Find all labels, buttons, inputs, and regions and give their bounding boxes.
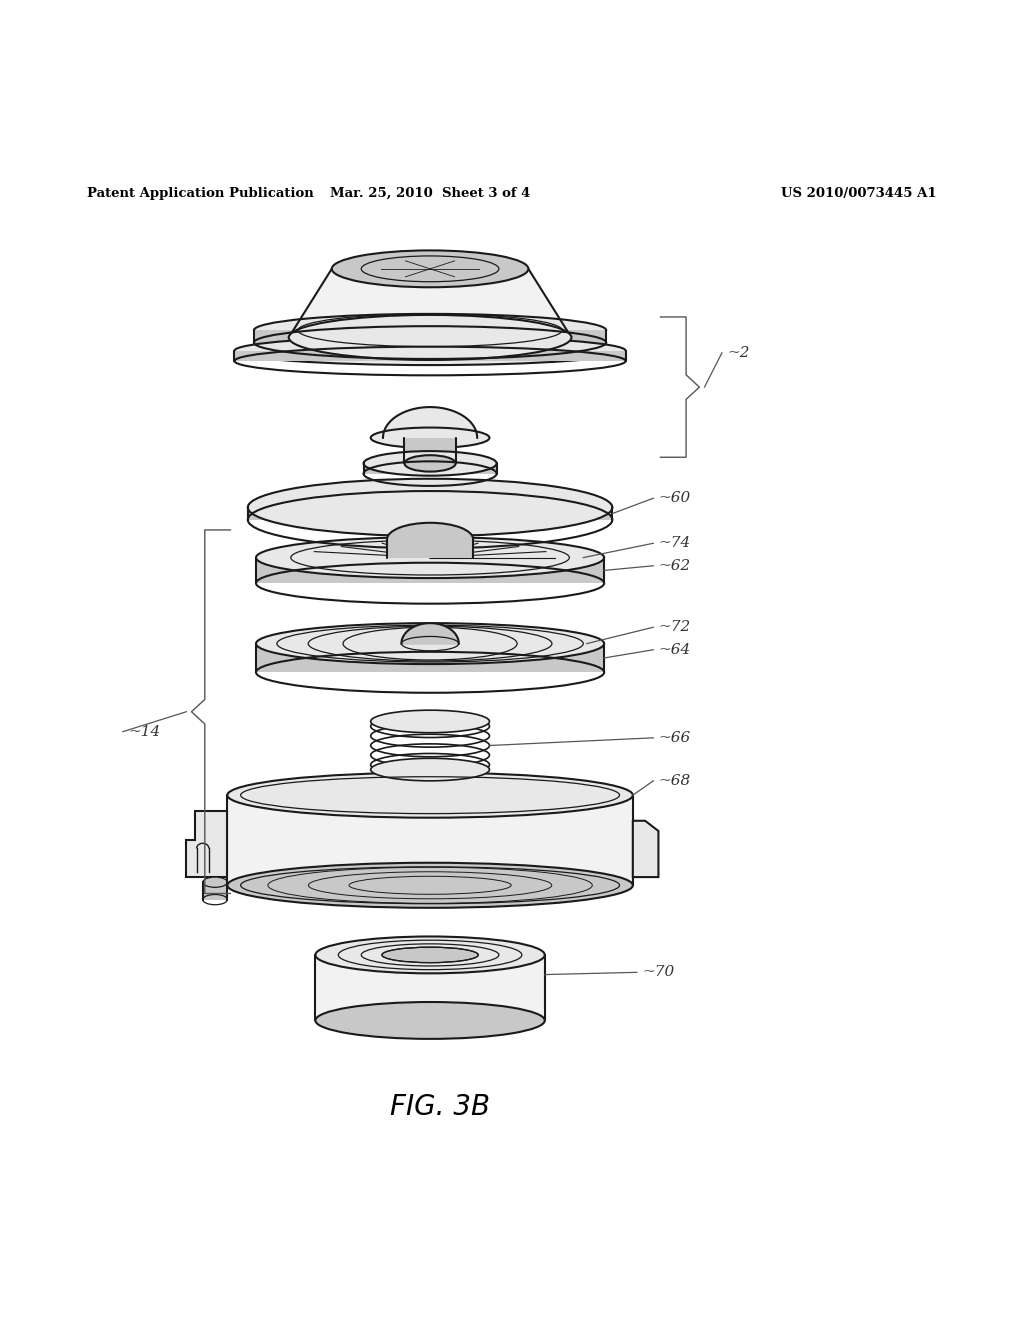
Ellipse shape (382, 948, 478, 962)
Text: FIG. 3B: FIG. 3B (390, 1093, 490, 1122)
Polygon shape (633, 821, 658, 876)
Ellipse shape (387, 523, 473, 556)
Ellipse shape (364, 451, 497, 475)
Ellipse shape (404, 455, 456, 471)
Ellipse shape (256, 537, 604, 578)
Ellipse shape (289, 315, 571, 360)
Text: ~66: ~66 (658, 731, 690, 744)
Ellipse shape (315, 936, 545, 973)
Polygon shape (256, 644, 604, 672)
Text: ~64: ~64 (658, 643, 690, 657)
Text: ~14: ~14 (128, 725, 160, 739)
Polygon shape (256, 557, 604, 583)
Text: ~60: ~60 (658, 491, 690, 506)
Ellipse shape (371, 710, 489, 733)
Ellipse shape (315, 1002, 545, 1039)
Polygon shape (315, 954, 545, 1020)
Text: ~62: ~62 (658, 558, 690, 573)
Polygon shape (248, 507, 612, 520)
Text: ~72: ~72 (658, 620, 690, 634)
Ellipse shape (248, 479, 612, 536)
Text: ~2: ~2 (727, 346, 750, 360)
Ellipse shape (203, 876, 227, 887)
Ellipse shape (256, 623, 604, 664)
Text: ~74: ~74 (658, 536, 690, 550)
Text: ~68: ~68 (658, 774, 690, 788)
Polygon shape (364, 463, 497, 474)
Polygon shape (387, 539, 473, 557)
Ellipse shape (332, 251, 528, 288)
Polygon shape (404, 438, 456, 463)
Text: US 2010/0073445 A1: US 2010/0073445 A1 (781, 186, 937, 199)
Polygon shape (234, 351, 626, 360)
Text: Mar. 25, 2010  Sheet 3 of 4: Mar. 25, 2010 Sheet 3 of 4 (330, 186, 530, 199)
Text: ~70: ~70 (642, 965, 674, 979)
Text: Patent Application Publication: Patent Application Publication (87, 186, 313, 199)
Ellipse shape (234, 337, 626, 366)
Polygon shape (203, 882, 227, 900)
Polygon shape (254, 330, 606, 343)
Ellipse shape (371, 758, 489, 781)
Polygon shape (227, 795, 633, 886)
Polygon shape (186, 810, 227, 876)
Ellipse shape (254, 314, 606, 347)
Ellipse shape (371, 428, 489, 447)
Polygon shape (289, 269, 571, 338)
Ellipse shape (227, 772, 633, 817)
Ellipse shape (227, 863, 633, 908)
